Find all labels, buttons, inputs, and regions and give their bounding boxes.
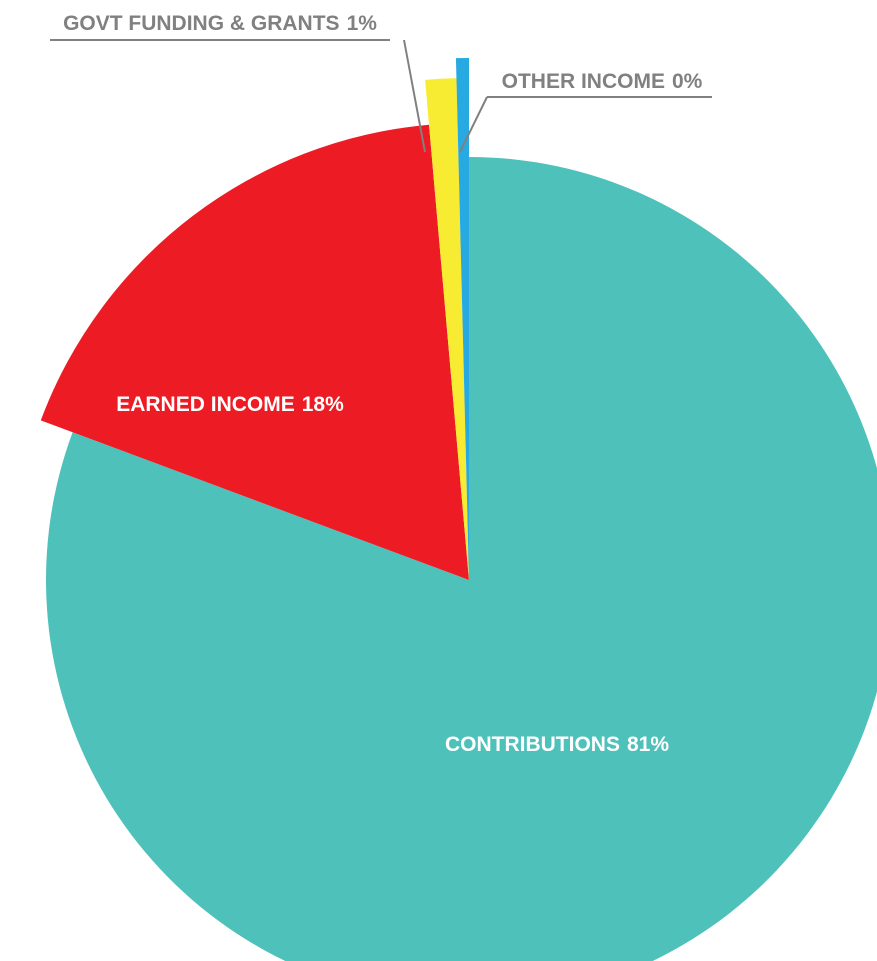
value-label: 81%: [627, 733, 669, 756]
slice-label: OTHER INCOME 0%: [502, 70, 703, 93]
category-name: OTHER INCOME: [502, 70, 665, 93]
leader-line: [459, 96, 488, 153]
leader-line: [403, 39, 426, 153]
pie-slice: [425, 78, 469, 580]
value-label: 1%: [347, 12, 378, 35]
value-label: 18%: [302, 393, 344, 416]
slice-label: EARNED INCOME 18%: [116, 393, 344, 416]
value-label: 0%: [672, 70, 703, 93]
pie-slice: [46, 157, 877, 961]
category-name: CONTRIBUTIONS: [445, 733, 620, 756]
slice-label: GOVT FUNDING & GRANTS 1%: [63, 12, 377, 35]
pie-slice: [455, 58, 469, 580]
category-name: EARNED INCOME: [116, 393, 295, 416]
slice-label: CONTRIBUTIONS 81%: [445, 733, 669, 756]
category-name: GOVT FUNDING & GRANTS: [63, 12, 340, 35]
pie-slice: [40, 124, 470, 580]
